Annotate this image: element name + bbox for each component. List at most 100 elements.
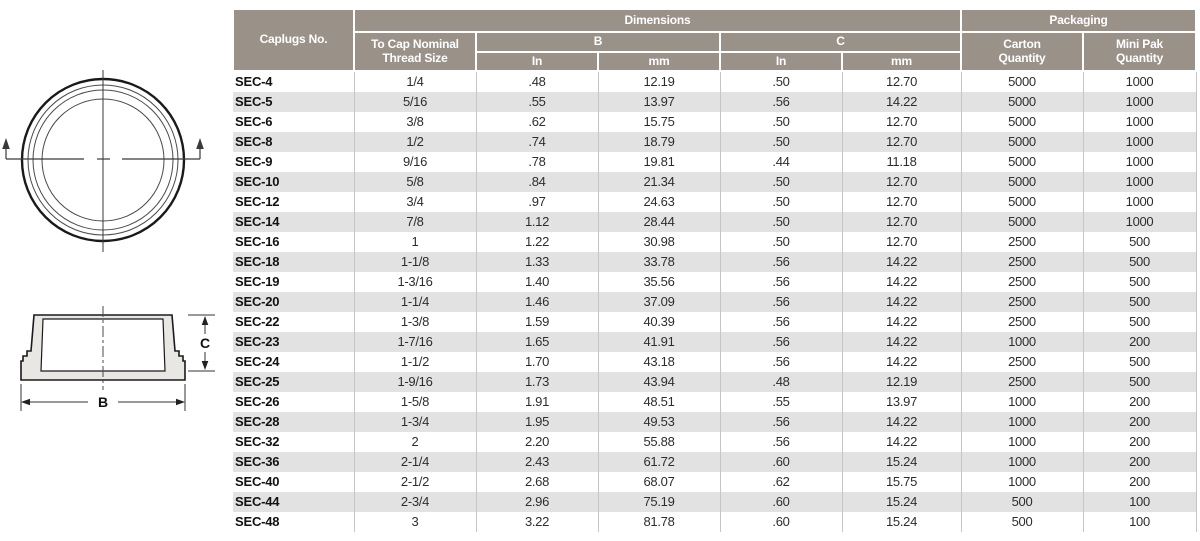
value-cell: 5/16 xyxy=(353,92,476,112)
value-cell: 1.22 xyxy=(475,232,598,252)
caplugs-no-cell: SEC-28 xyxy=(235,414,280,429)
value-cell: 1-1/4 xyxy=(353,292,476,312)
value-cell: 13.97 xyxy=(597,92,720,112)
value-cell: 500 xyxy=(1082,372,1197,392)
value-cell: 1/2 xyxy=(353,132,476,152)
value-cell: 1000 xyxy=(960,432,1083,452)
caplugs-no-cell: SEC-44 xyxy=(235,494,280,509)
value-cell: 1.12 xyxy=(475,212,598,232)
value-cell: 1.65 xyxy=(475,332,598,352)
dimension-b-arrows xyxy=(21,398,185,406)
caplugs-no-cell: SEC-26 xyxy=(235,394,280,409)
cap-technical-drawing: C B xyxy=(2,70,215,411)
value-cell: 43.18 xyxy=(597,352,720,372)
table-row: SEC-40 2-1/2 2.68 68.07.62 15.75 1000 200 xyxy=(233,472,1197,492)
value-cell: .56 xyxy=(719,272,842,292)
carton-qty-line2: Quantity xyxy=(998,50,1046,65)
value-cell: 200 xyxy=(1082,432,1197,452)
value-cell: 3.22 xyxy=(475,512,598,532)
dim-c-label: C xyxy=(200,335,210,351)
value-cell: 200 xyxy=(1082,452,1197,472)
value-cell: 5000 xyxy=(960,92,1083,112)
table-row: SEC-5 5/16.55 13.97.56 14.22 5000 1000 xyxy=(233,92,1197,112)
caplugs-no-cell: SEC-16 xyxy=(235,234,280,249)
col-group-c: C xyxy=(719,31,962,53)
value-cell: 1000 xyxy=(1082,112,1197,132)
value-cell: .78 xyxy=(475,152,598,172)
table-row: SEC-6 3/8.62 15.75.50 12.70 5000 1000 xyxy=(233,112,1197,132)
value-cell: 500 xyxy=(960,512,1083,532)
value-cell: 500 xyxy=(1082,232,1197,252)
value-cell: 1000 xyxy=(1082,92,1197,112)
col-header-thread-size: To Cap Nominal Thread Size xyxy=(353,31,477,72)
value-cell: 48.51 xyxy=(597,392,720,412)
caplugs-no-cell: SEC-8 xyxy=(235,134,273,149)
value-cell: 41.91 xyxy=(597,332,720,352)
value-cell: 2.20 xyxy=(475,432,598,452)
value-cell: 15.75 xyxy=(841,472,961,492)
value-cell: 14.22 xyxy=(841,352,961,372)
caplugs-no-cell: SEC-19 xyxy=(235,274,280,289)
value-cell: 1000 xyxy=(960,392,1083,412)
value-cell: 28.44 xyxy=(597,212,720,232)
caplugs-no-cell: SEC-4 xyxy=(235,74,273,89)
value-cell: 1000 xyxy=(1082,152,1197,172)
value-cell: 5/8 xyxy=(353,172,476,192)
value-cell: .50 xyxy=(719,71,842,92)
value-cell: 1/4 xyxy=(353,71,476,92)
value-cell: 12.70 xyxy=(841,192,961,212)
value-cell: 1-3/16 xyxy=(353,272,476,292)
table-row: SEC-18 1-1/8 1.33 33.78.56 14.22 2500 500 xyxy=(233,252,1197,272)
spec-table-body: SEC-4 1/4.48 12.19.50 12.70 5000 1000 SEC-5 5/1… xyxy=(233,71,1197,532)
caplugs-no-cell: SEC-36 xyxy=(235,454,280,469)
value-cell: .55 xyxy=(475,92,598,112)
value-cell: 5000 xyxy=(960,172,1083,192)
cap-top-view xyxy=(2,70,204,252)
col-header-b-in: In xyxy=(475,51,599,72)
value-cell: 1000 xyxy=(1082,71,1197,92)
value-cell: 5000 xyxy=(960,152,1083,172)
table-row: SEC-12 3/4.97 24.63.50 12.70 5000 1000 xyxy=(233,192,1197,212)
cap-inner-cavity xyxy=(40,318,166,372)
value-cell: 3/8 xyxy=(353,112,476,132)
caplugs-no-cell: SEC-25 xyxy=(235,374,280,389)
value-cell: 2500 xyxy=(960,232,1083,252)
col-group-b: B xyxy=(475,31,721,53)
value-cell: 100 xyxy=(1082,512,1197,532)
value-cell: .48 xyxy=(719,372,842,392)
value-cell: .74 xyxy=(475,132,598,152)
thread-size-line1: To Cap Nominal xyxy=(371,37,459,52)
value-cell: 1.33 xyxy=(475,252,598,272)
value-cell: 15.75 xyxy=(597,112,720,132)
value-cell: 43.94 xyxy=(597,372,720,392)
value-cell: 12.19 xyxy=(841,372,961,392)
value-cell: 2500 xyxy=(960,312,1083,332)
cap-side-view: C B xyxy=(20,306,215,411)
sec-dimensions-table: Caplugs No. Dimensions Packaging To Cap … xyxy=(232,8,1198,532)
value-cell: .48 xyxy=(475,71,598,92)
value-cell: 14.22 xyxy=(841,432,961,452)
table-row: SEC-24 1-1/2 1.70 43.18.56 14.22 2500 500 xyxy=(233,352,1197,372)
value-cell: 1000 xyxy=(1082,172,1197,192)
value-cell: 1.40 xyxy=(475,272,598,292)
value-cell: .84 xyxy=(475,172,598,192)
value-cell: 12.70 xyxy=(841,132,961,152)
value-cell: 1000 xyxy=(1082,212,1197,232)
value-cell: .50 xyxy=(719,192,842,212)
value-cell: 75.19 xyxy=(597,492,720,512)
value-cell: .60 xyxy=(719,512,842,532)
dim-b-label: B xyxy=(98,394,108,410)
caplugs-no-cell: SEC-9 xyxy=(235,154,273,169)
value-cell: .97 xyxy=(475,192,598,212)
value-cell: 7/8 xyxy=(353,212,476,232)
caplugs-no-cell: SEC-5 xyxy=(235,94,273,109)
value-cell: 5000 xyxy=(960,71,1083,92)
value-cell: 14.22 xyxy=(841,92,961,112)
value-cell: 2.68 xyxy=(475,472,598,492)
value-cell: 1.91 xyxy=(475,392,598,412)
col-header-c-mm: mm xyxy=(841,51,962,72)
section-arrowheads xyxy=(2,138,204,149)
value-cell: .50 xyxy=(719,132,842,152)
value-cell: 100 xyxy=(1082,492,1197,512)
caplugs-no-cell: SEC-24 xyxy=(235,354,280,369)
